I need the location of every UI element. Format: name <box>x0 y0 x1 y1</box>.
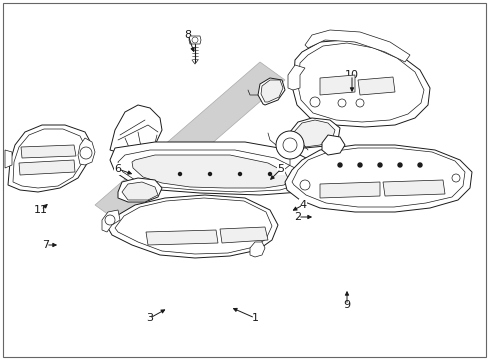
Polygon shape <box>102 210 120 232</box>
Text: 8: 8 <box>184 30 191 40</box>
Circle shape <box>275 131 304 159</box>
Polygon shape <box>382 180 444 196</box>
Polygon shape <box>118 150 302 192</box>
Polygon shape <box>110 105 162 155</box>
Text: 3: 3 <box>146 313 153 323</box>
Polygon shape <box>287 65 305 90</box>
Circle shape <box>80 147 92 159</box>
Polygon shape <box>78 138 95 165</box>
Polygon shape <box>297 43 423 122</box>
Polygon shape <box>249 242 264 257</box>
Circle shape <box>417 163 421 167</box>
Circle shape <box>357 163 361 167</box>
Circle shape <box>192 37 198 43</box>
Circle shape <box>377 163 381 167</box>
Circle shape <box>451 174 459 182</box>
Text: 7: 7 <box>42 240 49 250</box>
Polygon shape <box>122 182 158 200</box>
Circle shape <box>238 172 241 176</box>
Circle shape <box>309 97 319 107</box>
Circle shape <box>208 172 211 176</box>
Circle shape <box>337 99 346 107</box>
Polygon shape <box>5 150 12 168</box>
Polygon shape <box>148 202 168 216</box>
Polygon shape <box>319 182 379 198</box>
Polygon shape <box>261 80 283 102</box>
Text: 10: 10 <box>345 70 358 80</box>
Polygon shape <box>21 145 76 158</box>
Circle shape <box>337 163 341 167</box>
Circle shape <box>268 172 271 176</box>
Polygon shape <box>305 30 409 62</box>
Text: 11: 11 <box>34 205 48 215</box>
Polygon shape <box>118 178 162 202</box>
Polygon shape <box>108 195 278 258</box>
Polygon shape <box>321 135 345 155</box>
Polygon shape <box>8 125 92 192</box>
Text: 4: 4 <box>299 200 306 210</box>
Polygon shape <box>115 198 271 254</box>
Circle shape <box>105 215 115 225</box>
Text: 2: 2 <box>294 212 301 222</box>
Polygon shape <box>291 148 464 207</box>
Polygon shape <box>13 129 86 188</box>
Circle shape <box>397 163 401 167</box>
Polygon shape <box>292 40 429 127</box>
Polygon shape <box>146 230 218 245</box>
Polygon shape <box>110 142 319 195</box>
Polygon shape <box>285 145 471 212</box>
Circle shape <box>299 180 309 190</box>
Text: 6: 6 <box>114 164 121 174</box>
Text: 9: 9 <box>343 300 350 310</box>
Polygon shape <box>289 120 334 147</box>
Text: 5: 5 <box>277 164 284 174</box>
Polygon shape <box>189 36 201 44</box>
Circle shape <box>178 172 181 176</box>
Polygon shape <box>285 118 339 148</box>
Polygon shape <box>220 227 267 243</box>
Polygon shape <box>258 78 285 105</box>
Polygon shape <box>132 155 288 188</box>
Circle shape <box>283 138 296 152</box>
Polygon shape <box>319 75 354 95</box>
Polygon shape <box>95 62 285 223</box>
Polygon shape <box>357 77 394 95</box>
Text: 1: 1 <box>251 313 258 323</box>
Polygon shape <box>19 160 75 175</box>
Circle shape <box>355 99 363 107</box>
